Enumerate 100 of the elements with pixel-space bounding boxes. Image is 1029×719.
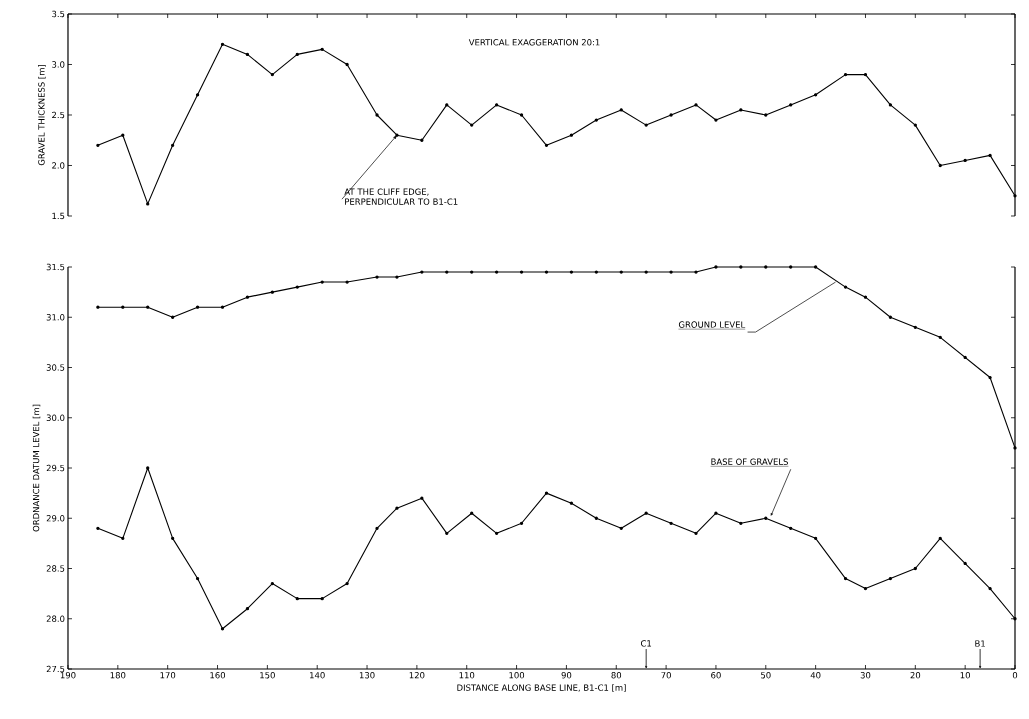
point bbox=[619, 108, 623, 112]
point bbox=[171, 315, 175, 319]
point bbox=[863, 586, 868, 591]
point bbox=[843, 72, 848, 77]
x-tick-label: 190 bbox=[60, 672, 76, 679]
point bbox=[644, 123, 648, 127]
x-tick-label: 20 bbox=[910, 672, 921, 679]
point bbox=[764, 516, 768, 520]
point bbox=[988, 375, 992, 380]
y-axis-title: ORDNANCE DATUM LEVEL [m] bbox=[32, 404, 41, 532]
x-tick-label: 140 bbox=[310, 672, 325, 679]
point bbox=[988, 586, 992, 591]
y-tick-label: 28.0 bbox=[46, 615, 65, 622]
annotation: B1 bbox=[975, 640, 985, 647]
point bbox=[96, 526, 100, 530]
point bbox=[644, 511, 648, 515]
point bbox=[320, 280, 324, 284]
y-tick-label: 30.5 bbox=[46, 364, 65, 371]
point bbox=[121, 536, 125, 540]
point bbox=[146, 305, 150, 309]
x-tick-label: 50 bbox=[761, 672, 771, 679]
point bbox=[445, 270, 449, 274]
x-tick-label: 0 bbox=[1012, 672, 1018, 679]
point bbox=[220, 305, 225, 309]
point bbox=[888, 315, 893, 319]
point bbox=[714, 511, 718, 515]
y-tick-label: 1.5 bbox=[52, 212, 65, 220]
y-axis-title: GRAVEL THICKNESS [m] bbox=[38, 65, 46, 166]
point bbox=[594, 270, 598, 274]
point bbox=[569, 133, 574, 137]
point bbox=[789, 103, 793, 107]
point bbox=[470, 123, 474, 127]
point bbox=[843, 576, 848, 581]
point bbox=[1013, 194, 1017, 198]
point bbox=[714, 265, 718, 269]
point bbox=[888, 103, 893, 107]
point bbox=[519, 521, 524, 525]
point bbox=[420, 496, 424, 500]
point bbox=[220, 627, 225, 631]
point bbox=[295, 285, 299, 289]
point bbox=[96, 143, 100, 147]
point bbox=[988, 153, 992, 158]
point bbox=[195, 93, 200, 97]
point bbox=[544, 143, 549, 147]
point bbox=[963, 561, 967, 566]
x-tick-label: 60 bbox=[711, 672, 721, 679]
point bbox=[470, 511, 474, 515]
point bbox=[375, 275, 379, 279]
point bbox=[569, 270, 574, 274]
point bbox=[789, 526, 793, 530]
x-tick-label: 90 bbox=[561, 672, 572, 679]
point bbox=[938, 163, 942, 168]
point bbox=[494, 531, 499, 535]
point bbox=[420, 270, 424, 274]
x-tick-label: 110 bbox=[459, 672, 475, 679]
point bbox=[195, 305, 200, 309]
point bbox=[694, 270, 698, 274]
y-tick-label: 27.5 bbox=[46, 665, 65, 673]
y-tick-label: 30.0 bbox=[46, 414, 65, 421]
point bbox=[963, 355, 967, 360]
y-tick-label: 3.5 bbox=[52, 10, 65, 18]
point bbox=[619, 270, 623, 274]
point bbox=[270, 581, 274, 586]
point bbox=[938, 335, 942, 339]
point bbox=[789, 265, 793, 269]
point bbox=[494, 103, 499, 107]
x-tick-label: 80 bbox=[611, 672, 622, 679]
x-tick-label: 150 bbox=[260, 672, 275, 679]
point bbox=[121, 305, 125, 309]
point bbox=[395, 275, 399, 279]
x-tick-label: 120 bbox=[409, 672, 425, 679]
point bbox=[888, 576, 893, 581]
point bbox=[1013, 617, 1017, 621]
point bbox=[813, 265, 818, 269]
point bbox=[544, 491, 549, 495]
y-tick-label: 3.0 bbox=[52, 61, 65, 68]
point bbox=[669, 270, 673, 274]
point bbox=[669, 521, 673, 525]
point bbox=[395, 506, 399, 510]
point bbox=[714, 118, 718, 122]
x-tick-label: 10 bbox=[960, 672, 970, 679]
point bbox=[739, 108, 743, 112]
point bbox=[96, 305, 100, 309]
point bbox=[345, 280, 349, 284]
point bbox=[345, 581, 349, 586]
point bbox=[739, 521, 743, 525]
y-tick-label: 31.5 bbox=[46, 263, 65, 271]
x-tick-label: 160 bbox=[210, 672, 226, 679]
x-axis-title: DISTANCE ALONG BASE LINE, B1-C1 [m] bbox=[457, 684, 626, 692]
x-tick-label: 100 bbox=[509, 672, 525, 679]
x-tick-label: 130 bbox=[359, 672, 375, 679]
y-tick-label: 29.0 bbox=[46, 515, 65, 522]
y-tick-label: 28.5 bbox=[46, 565, 65, 572]
point bbox=[619, 526, 623, 530]
point bbox=[420, 138, 424, 142]
point bbox=[375, 113, 379, 117]
point bbox=[320, 47, 324, 51]
point bbox=[395, 133, 399, 137]
point bbox=[245, 295, 250, 299]
point bbox=[171, 536, 175, 540]
